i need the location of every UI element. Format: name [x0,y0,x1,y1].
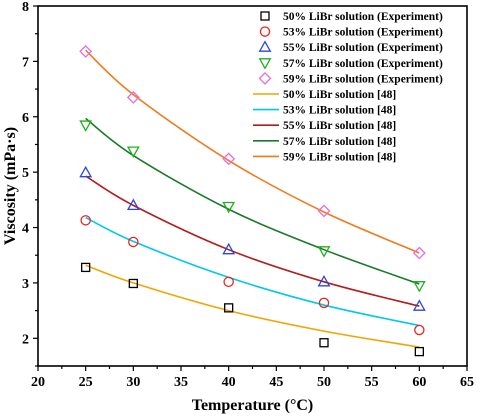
legend-label: 53% LiBr solution [48] [283,105,396,117]
data-point-50-libr-solution-experiment [224,303,234,313]
data-point-53-libr-solution-experiment [80,215,91,226]
legend-label: 57% LiBr solution (Experiment) [283,58,443,70]
x-tick-label: 40 [222,375,236,390]
data-point-59-libr-solution-experiment [317,204,331,218]
data-point-57-libr-solution-experiment [317,246,331,258]
data-point-59-libr-solution-experiment [79,44,93,58]
data-point-53-libr-solution-experiment [414,324,425,336]
data-point-50-libr-solution-experiment [81,262,91,273]
x-tick-label: 55 [365,375,379,390]
data-point-55-libr-solution-experiment [222,242,236,255]
series-line-57-libr-solution-48 [85,117,420,285]
data-point-55-libr-solution-experiment [412,299,426,311]
data-point-50-libr-solution-experiment [414,346,424,357]
y-axis-title: Viscosity (mPa·s) [2,127,19,245]
x-tick-label: 20 [31,375,45,390]
legend-label: 55% LiBr solution (Experiment) [283,42,443,54]
y-tick-label: 5 [22,166,29,181]
y-tick-label: 3 [22,277,29,292]
y-tick-label: 6 [22,111,29,126]
data-point-57-libr-solution-experiment [126,146,140,158]
y-tick-label: 7 [22,55,29,70]
x-tick-label: 30 [126,375,140,390]
data-point-57-libr-solution-experiment [222,201,236,214]
legend-marker-55-libr-solution-experiment [258,40,272,52]
x-tick-label: 45 [269,375,283,390]
legend-label: 59% LiBr solution [48] [283,151,396,163]
plot-area [79,44,426,357]
series-line-50-libr-solution-48 [85,264,420,348]
data-point-50-libr-solution-experiment [319,338,329,348]
x-tick-label: 65 [460,375,474,390]
data-point-59-libr-solution-experiment [222,152,236,166]
x-tick-label: 25 [79,375,93,390]
legend-marker-57-libr-solution-experiment [258,58,272,70]
data-point-53-libr-solution-experiment [318,297,330,309]
legend-marker-53-libr-solution-experiment [259,26,271,37]
x-tick-label: 50 [317,375,331,390]
data-point-53-libr-solution-experiment [128,236,139,248]
data-point-59-libr-solution-experiment [412,246,426,260]
data-point-55-libr-solution-experiment [317,274,331,287]
legend-marker-50-libr-solution-experiment [260,11,270,21]
data-point-59-libr-solution-experiment [126,90,140,104]
data-point-53-libr-solution-experiment [223,276,234,288]
y-tick-label: 8 [22,0,29,15]
series-line-59-libr-solution-48 [85,49,420,254]
series-line-53-libr-solution-48 [85,216,420,327]
data-point-57-libr-solution-experiment [412,281,426,293]
data-point-57-libr-solution-experiment [79,120,93,132]
legend-label: 59% LiBr solution (Experiment) [283,73,443,85]
legend-label: 50% LiBr solution (Experiment) [283,11,443,23]
y-tick-label: 4 [22,222,29,237]
legend-label: 55% LiBr solution [48] [283,120,396,132]
series-line-55-libr-solution-48 [85,175,420,307]
x-tick-label: 60 [412,375,426,390]
legend-marker-59-libr-solution-experiment [258,71,272,85]
legend-label: 57% LiBr solution [48] [283,136,396,148]
y-tick-label: 2 [22,332,29,347]
legend-label: 53% LiBr solution (Experiment) [283,27,443,39]
legend-label: 50% LiBr solution [48] [283,89,396,101]
x-axis-title: Temperature (°C) [192,397,313,414]
data-point-55-libr-solution-experiment [126,198,140,211]
data-point-50-libr-solution-experiment [128,278,138,289]
legend: 50% LiBr solution (Experiment) 53% LiBr s… [253,11,443,163]
x-tick-label: 35 [174,375,188,390]
data-point-55-libr-solution-experiment [79,165,93,178]
